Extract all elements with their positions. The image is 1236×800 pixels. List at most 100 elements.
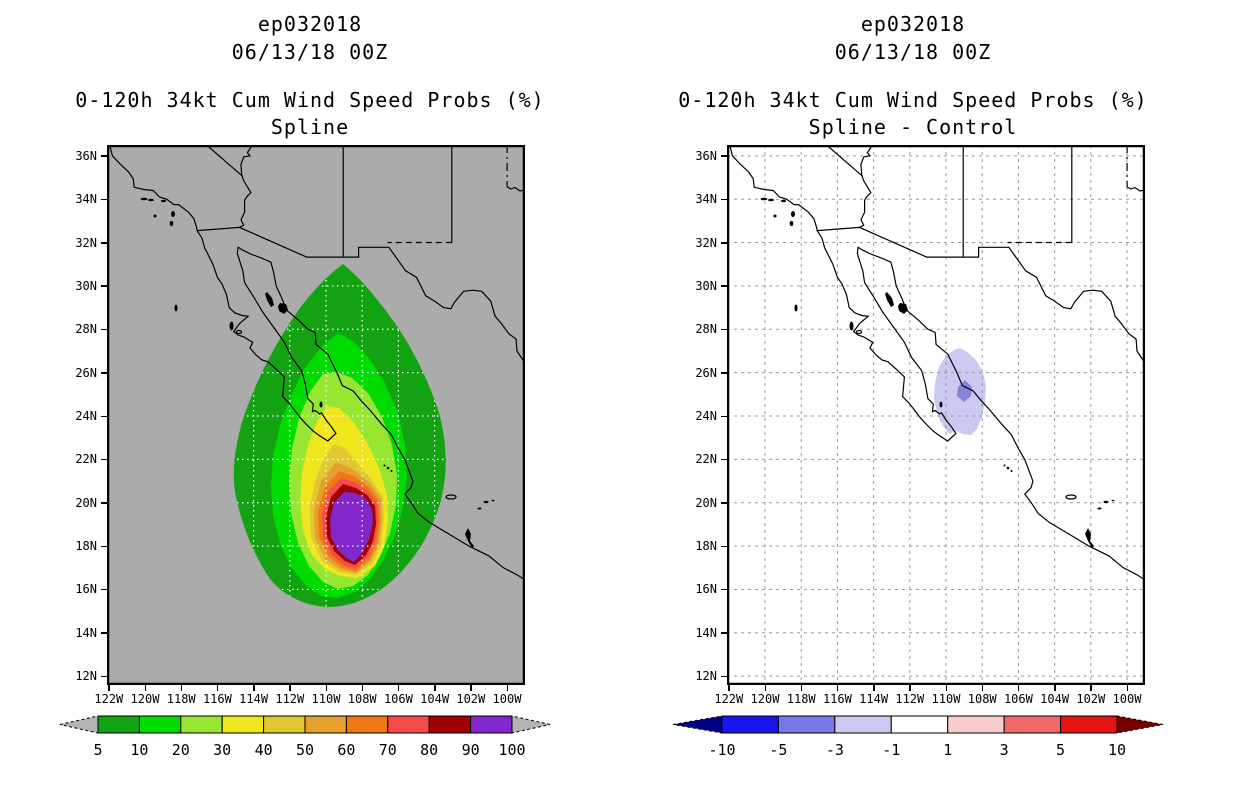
left-storm-id: ep032018 [257,12,363,36]
lat-tick [101,242,107,244]
right-datetime: 06/13/18 00Z [834,40,992,64]
lon-tick-label: 112W [895,692,925,706]
lat-tick [721,285,727,287]
lon-tick-label: 102W [1076,692,1106,706]
lat-tick [721,632,727,634]
lat-tick-label: 16N [75,582,97,597]
lon-tick [873,685,875,691]
lon-tick [216,685,219,691]
lat-tick-label: 26N [695,365,717,380]
lon-tick-label: 108W [967,692,997,706]
lat-tick [101,675,107,678]
lon-tick [506,685,508,691]
lon-tick [764,685,766,691]
lon-tick [108,685,110,691]
lat-tick [101,155,107,157]
lat-tick-label: 22N [75,452,97,467]
left-product-title: 0-120h 34kt Cum Wind Speed Probs (%) [75,88,545,112]
lat-tick-label: 18N [75,539,97,554]
coastline-and-borders [109,145,525,581]
lon-tick-label: 104W [1040,692,1070,706]
colorbar-value-label: 10 [130,741,148,759]
lon-tick [945,685,947,691]
lat-tick-label: 36N [75,148,97,163]
lon-tick-label: 100W [492,692,522,706]
left-datetime: 06/13/18 00Z [231,40,389,64]
right-storm-id: ep032018 [860,12,966,36]
colorbar-value-label: -3 [826,741,844,759]
probability-colorbar-canvas: 5 10 20 30 40 50 60 70 80 90 100 [59,715,551,759]
lat-tick-label: 36N [695,148,717,163]
lon-tick-label: 122W [94,692,124,706]
lat-tick-label: 32N [75,235,97,250]
colorbar-value-label: 90 [462,741,480,759]
right-method-title: Spline - Control [808,115,1018,139]
lon-tick [144,685,146,691]
lat-tick-label: 16N [695,582,717,597]
colorbar-value-label: 10 [1108,741,1126,759]
lon-tick-label: 122W [714,692,744,706]
lat-tick-label: 18N [695,539,717,554]
lat-tick-label: 28N [75,322,97,337]
right-product-title: 0-120h 34kt Cum Wind Speed Probs (%) [678,88,1148,112]
lon-tick [289,685,291,691]
colorbar-value-label: -10 [708,741,735,759]
difference-map: 36N 34N 32N 30N 28N 26N 24N 22N 20N 18N 16N 14N 12N 1… [695,145,1145,705]
lat-tick-label: 26N [75,365,97,380]
colorbar-value-label: 80 [420,741,438,759]
lon-tick [470,685,472,691]
colorbar-value-label: 50 [296,741,314,759]
lon-tick [1017,685,1020,691]
lon-tick [253,685,255,691]
lat-tick [721,588,727,591]
lat-tick [721,545,727,548]
difference-colorbar: -10 -5 -3 -1 1 3 5 10 [668,713,1170,761]
difference-anomaly-region [934,348,986,435]
lon-tick-label: 116W [202,692,232,706]
colorbar-value-label: -1 [882,741,900,759]
lat-tick [721,415,727,417]
lat-tick [721,155,727,157]
difference-map-canvas [727,145,1145,685]
lat-tick-label: 12N [695,669,717,684]
lat-tick [101,632,107,634]
lon-tick-label: 104W [420,692,450,706]
left-method-title: Spline [270,115,350,139]
lat-tick [101,415,107,417]
lat-tick [101,545,107,548]
lat-tick-label: 30N [75,278,97,293]
lon-tick [1090,685,1092,691]
lat-tick-label: 12N [75,669,97,684]
lat-tick [101,328,107,331]
lon-tick-label: 118W [166,692,196,706]
lon-tick [836,685,839,691]
lat-tick [101,372,107,374]
lat-tick [101,198,107,201]
lon-tick-label: 118W [786,692,816,706]
lon-tick-label: 120W [750,692,780,706]
lat-tick-label: 34N [75,192,97,207]
colorbar-value-label: 30 [213,741,231,759]
colorbar-value-label: -5 [769,741,787,759]
lon-tick [180,685,183,691]
lon-tick [981,685,984,691]
lon-tick [728,685,730,691]
colorbar-value-label: 5 [93,741,102,759]
lon-tick-label: 102W [456,692,486,706]
colorbar-value-label: 3 [1000,741,1009,759]
lat-tick-label: 32N [695,235,717,250]
lon-tick-label: 110W [931,692,961,706]
lat-tick-label: 30N [695,278,717,293]
lat-tick [101,588,107,591]
lon-tick-label: 106W [1003,692,1033,706]
lat-tick [721,328,727,331]
lon-tick-label: 100W [1112,692,1142,706]
lat-tick-label: 24N [75,409,97,423]
lat-tick-label: 28N [695,322,717,337]
lat-tick-label: 34N [695,192,717,207]
probability-map-canvas [107,145,525,685]
probability-map: 36N 34N 32N 30N 28N 26N 24N 22N 20N 18N 16N 14N 12N 1… [75,145,525,705]
colorbar-value-label: 100 [498,741,525,759]
lon-tick-label: 120W [130,692,160,706]
